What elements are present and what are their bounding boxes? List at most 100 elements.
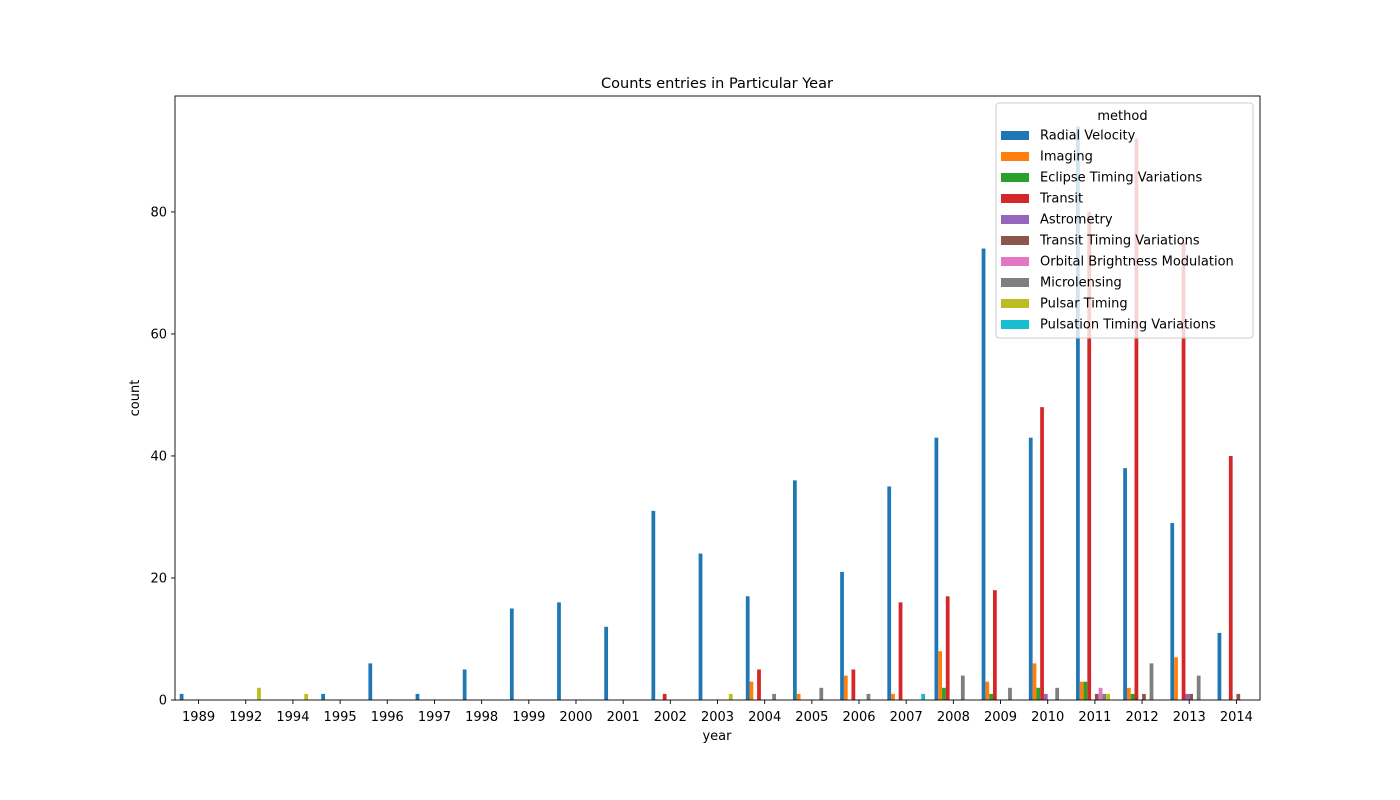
bar	[557, 602, 561, 700]
y-axis: 0 20 40 60 80	[150, 205, 175, 709]
x-tick-label: 1992	[229, 710, 262, 725]
x-tick-label: 2007	[890, 710, 923, 725]
legend-swatch	[1001, 278, 1029, 287]
bar	[772, 693, 776, 700]
bar	[1130, 693, 1135, 700]
bar	[662, 693, 667, 700]
bar	[415, 693, 420, 700]
y-tick-label: 0	[159, 694, 167, 709]
x-tick-label: 2008	[937, 710, 970, 725]
x-tick-label: 2014	[1220, 710, 1253, 725]
bar	[1217, 632, 1222, 700]
y-tick-label: 40	[150, 449, 167, 464]
x-tick-label: 2013	[1173, 710, 1206, 725]
bar	[462, 669, 467, 700]
y-tick-label: 80	[150, 205, 167, 220]
legend-swatch	[1001, 152, 1029, 161]
x-tick-label: 2010	[1031, 710, 1064, 725]
bar	[851, 669, 856, 700]
x-tick-label: 2000	[559, 710, 592, 725]
legend-swatch	[1001, 299, 1029, 308]
bar	[1134, 138, 1139, 700]
x-tick-label: 2002	[654, 710, 687, 725]
bar	[1028, 437, 1033, 700]
bar	[993, 590, 997, 700]
bar	[698, 553, 703, 700]
bar	[891, 693, 895, 700]
bar	[898, 602, 903, 700]
bar	[1174, 657, 1178, 700]
bar	[179, 693, 184, 700]
legend-label: Transit Timing Variations	[1039, 234, 1200, 249]
bars-group	[179, 126, 1241, 701]
x-tick-label: 2005	[795, 710, 828, 725]
legend-swatch	[1001, 215, 1029, 224]
bar	[1076, 126, 1080, 700]
legend: method Radial Velocity Imaging Eclipse Timi…	[995, 102, 1254, 339]
bar	[921, 693, 926, 700]
y-tick-label: 20	[150, 571, 167, 586]
bar	[1189, 693, 1194, 700]
legend-swatch	[1001, 257, 1029, 266]
bar	[840, 571, 844, 700]
x-tick-label: 2012	[1126, 710, 1159, 725]
bar	[1087, 211, 1092, 701]
legend-title: method	[1097, 109, 1147, 124]
bar	[960, 675, 965, 700]
x-tick-label: 2009	[984, 710, 1017, 725]
bar	[819, 687, 824, 700]
bar	[866, 693, 871, 700]
bar	[1106, 693, 1110, 700]
x-tick-label: 1996	[371, 710, 404, 725]
bar	[509, 608, 514, 700]
bar	[1149, 663, 1154, 700]
bar	[1043, 693, 1048, 700]
x-tick-label: 1997	[418, 710, 451, 725]
bar	[745, 596, 750, 700]
legend-label: Astrometry	[1040, 213, 1113, 228]
plot-frame	[174, 95, 1261, 701]
bar	[757, 669, 761, 700]
bar	[1079, 681, 1084, 700]
legend-swatch	[1001, 194, 1029, 203]
chart-title: Counts entries in Particular Year	[601, 76, 833, 92]
bar	[1036, 687, 1041, 700]
legend-label: Microlensing	[1040, 276, 1122, 291]
bar	[749, 681, 754, 700]
x-tick-label: 1999	[512, 710, 545, 725]
x-tick-label: 1989	[182, 710, 215, 725]
x-tick-label: 2003	[701, 710, 734, 725]
bar	[728, 693, 733, 700]
bar	[604, 626, 609, 700]
x-tick-label: 2004	[748, 710, 781, 725]
bar	[1032, 663, 1037, 700]
bar	[257, 687, 261, 700]
y-tick-label: 60	[150, 327, 167, 342]
legend-swatch	[1001, 320, 1029, 329]
bar	[1098, 687, 1103, 700]
legend-box	[995, 102, 1254, 339]
bar	[1185, 693, 1190, 700]
bar	[1126, 687, 1131, 700]
x-tick-label: 1998	[465, 710, 498, 725]
bar	[945, 596, 950, 700]
bar	[1102, 693, 1107, 700]
legend-label: Orbital Brightness Modulation	[1040, 255, 1234, 270]
x-tick-label: 2006	[842, 710, 875, 725]
bar	[1196, 675, 1201, 700]
bar	[792, 480, 797, 700]
bar	[1094, 693, 1099, 700]
bar	[934, 437, 939, 700]
bar	[1236, 693, 1241, 700]
legend-label: Pulsar Timing	[1040, 297, 1128, 312]
x-tick-label: 1995	[324, 710, 357, 725]
bar	[1083, 681, 1088, 700]
bar	[942, 687, 946, 700]
bar	[321, 693, 326, 700]
bar	[1123, 468, 1127, 700]
legend-label: Pulsation Timing Variations	[1040, 318, 1216, 333]
bar	[1142, 693, 1146, 700]
x-tick-label: 2011	[1078, 710, 1111, 725]
bar	[796, 693, 801, 700]
